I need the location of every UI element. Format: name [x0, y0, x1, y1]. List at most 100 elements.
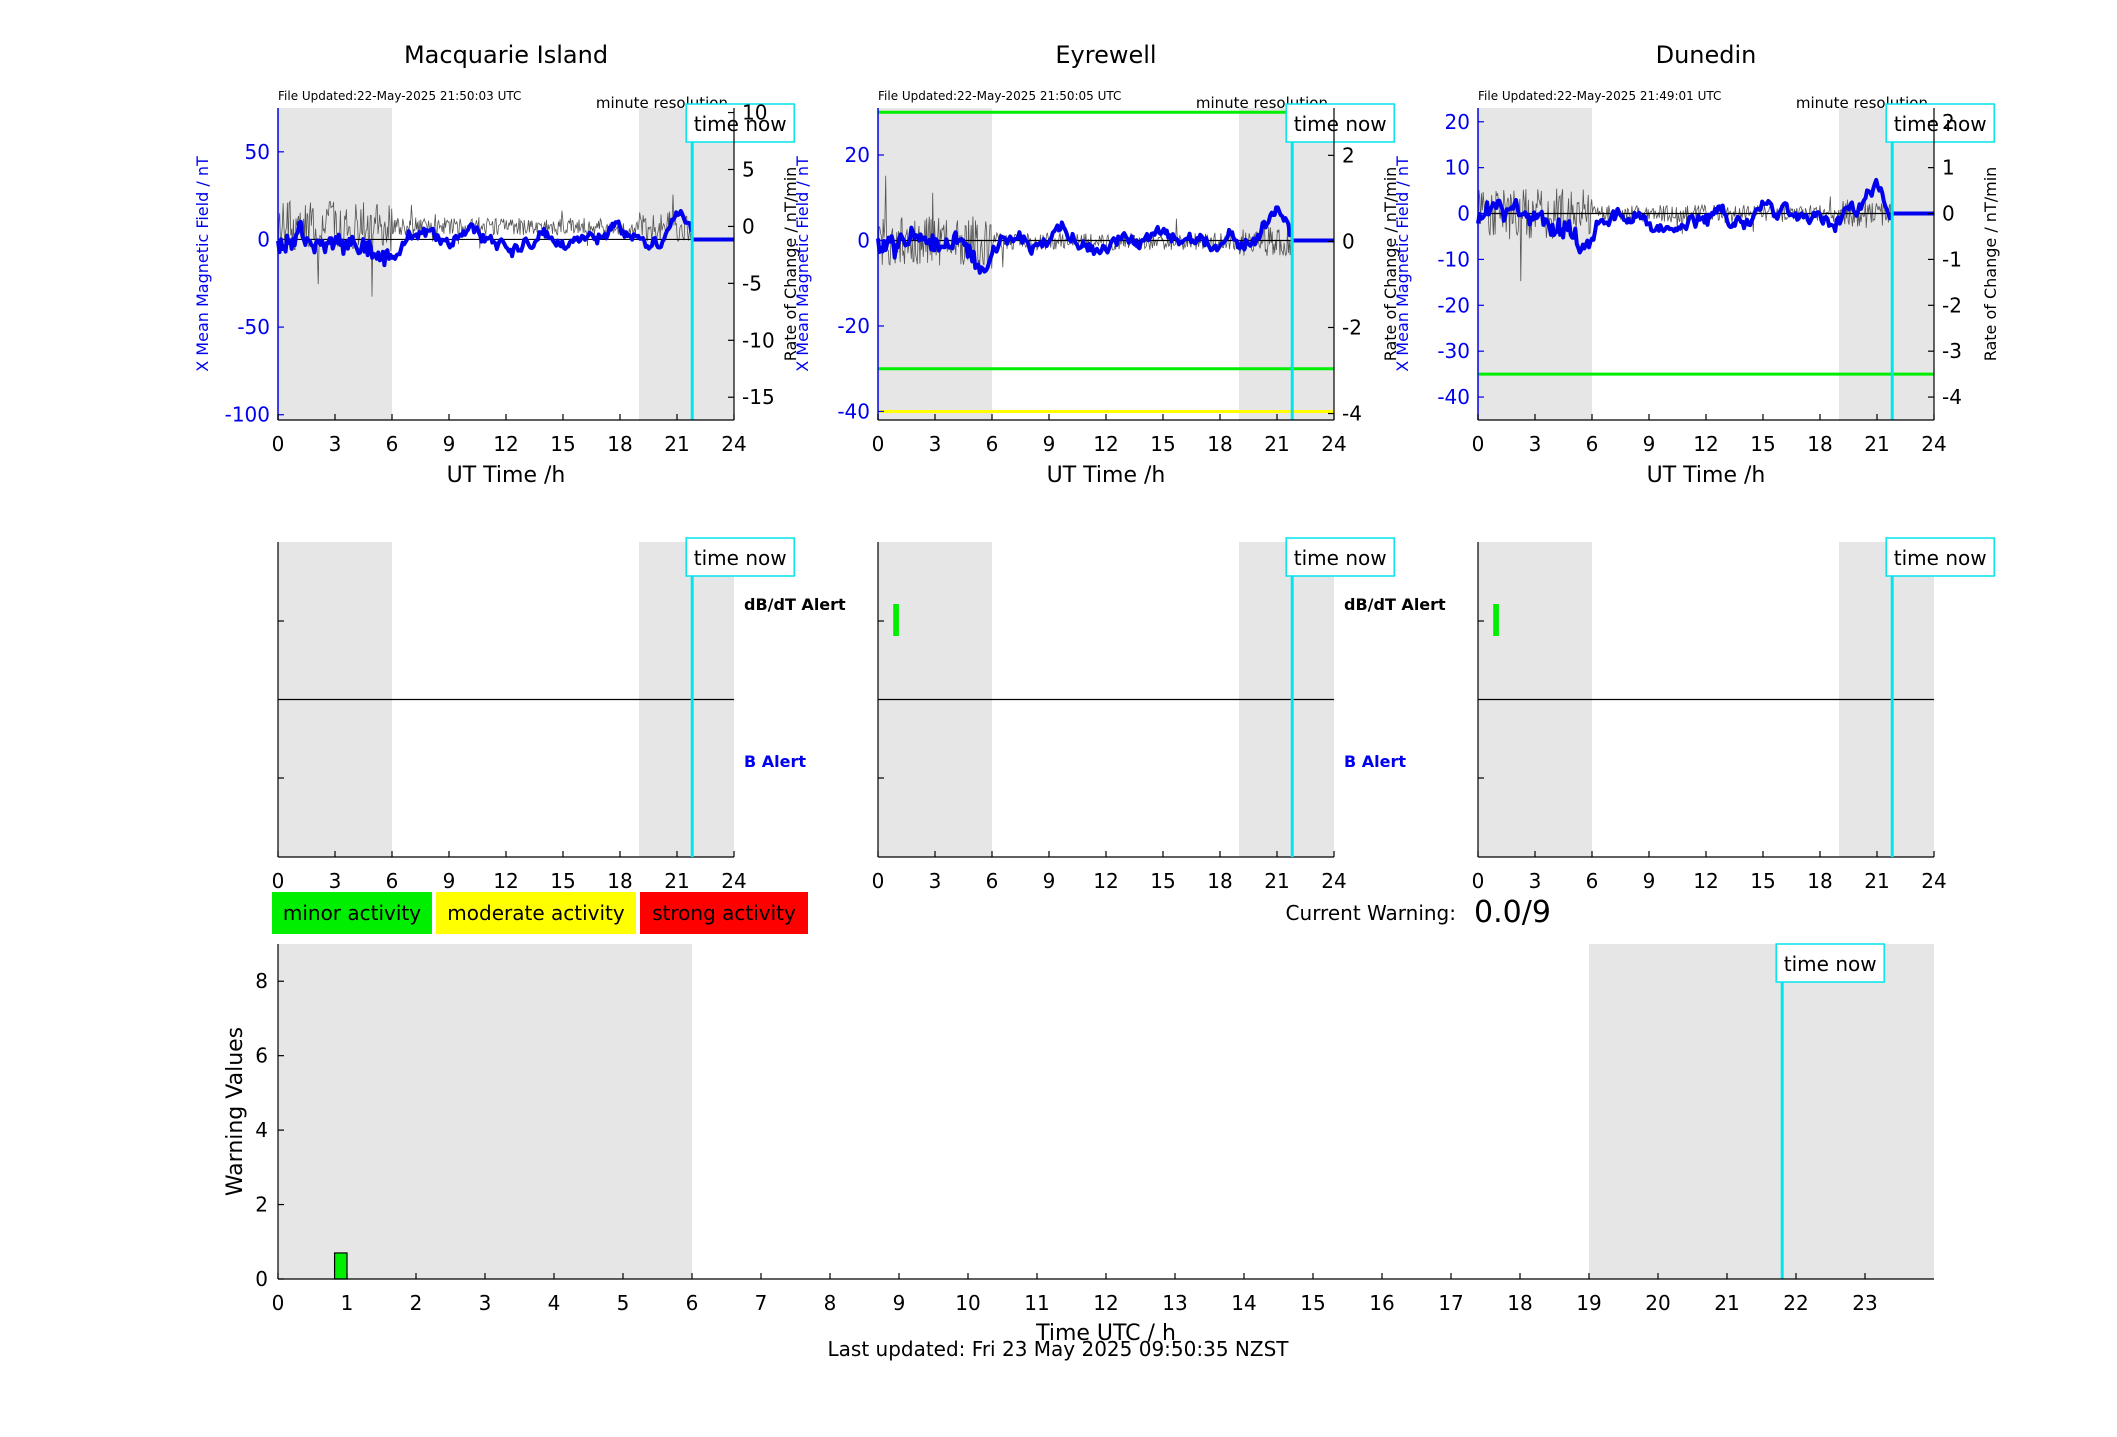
station-title: Dunedin [1656, 41, 1757, 69]
x-tick-label: 21 [1864, 432, 1889, 456]
station-panel: Macquarie Island File Updated:22-May-2025… [193, 41, 800, 488]
left-tick-label: -20 [837, 314, 870, 338]
x-tick-label: 9 [443, 432, 456, 456]
x-tick-label: 24 [1321, 869, 1346, 893]
x-tick-label: 3 [929, 869, 942, 893]
x-tick-label: 21 [1864, 869, 1889, 893]
night-band [1839, 108, 1934, 420]
x-tick-label: 12 [493, 432, 518, 456]
time-now-box [1885, 537, 1995, 577]
left-tick-label: -100 [225, 403, 270, 427]
left-axis-label: X Mean Magnetic Field / nT [193, 156, 212, 372]
x-tick-label: 9 [1643, 432, 1656, 456]
time-now-label: time now [1894, 546, 1987, 570]
warning-x-tick-label: 5 [617, 1291, 630, 1315]
night-band [639, 108, 734, 420]
x-tick-label: 24 [1321, 432, 1346, 456]
time-now-box [685, 537, 795, 577]
x-tick-label: 6 [386, 869, 399, 893]
x-tick-label: 24 [1921, 432, 1946, 456]
x-tick-label: 18 [607, 432, 632, 456]
dbdt-alert-label: dB/dT Alert [1344, 595, 1446, 614]
current-warning: Current Warning: 0.0/9 [1286, 895, 1551, 930]
left-tick-label: 0 [857, 228, 870, 252]
x-tick-label: 18 [1807, 869, 1832, 893]
file-updated: File Updated:22-May-2025 21:49:01 UTC [1478, 89, 1721, 103]
left-tick-label: -10 [1437, 247, 1470, 271]
right-axis-label: Rate of Change / nT/min [1981, 167, 2000, 362]
right-tick-label: -2 [1342, 315, 1362, 339]
time-now-box [685, 103, 795, 143]
x-tick-label: 3 [329, 432, 342, 456]
magnetic-field-trace [276, 208, 694, 268]
right-tick-label: -4 [1342, 402, 1362, 426]
x-tick-label: 15 [1150, 869, 1175, 893]
left-axis-label: X Mean Magnetic Field / nT [1393, 156, 1412, 372]
right-tick-label: -2 [1942, 293, 1962, 317]
x-tick-label: 9 [1043, 869, 1056, 893]
magnetic-field-trace [1476, 177, 1893, 255]
legend-label: strong activity [652, 901, 796, 925]
left-tick-label: 50 [245, 140, 270, 164]
night-band [278, 108, 392, 420]
x-tick-label: 12 [493, 869, 518, 893]
x-tick-label: 21 [1264, 432, 1289, 456]
warning-x-tick-label: 22 [1783, 1291, 1808, 1315]
warning-x-tick-label: 3 [479, 1291, 492, 1315]
last-updated: Last updated: Fri 23 May 2025 09:50:35 N… [828, 1337, 1290, 1361]
dbdt-alert-mark [1493, 604, 1499, 636]
x-axis-label: UT Time /h [447, 463, 566, 488]
x-tick-label: 0 [272, 869, 285, 893]
right-tick-label: -10 [742, 328, 775, 352]
time-now-label: time now [1294, 112, 1387, 136]
x-tick-label: 6 [386, 432, 399, 456]
warning-x-tick-label: 4 [548, 1291, 561, 1315]
right-tick-label: 5 [742, 157, 755, 181]
x-tick-label: 9 [1043, 432, 1056, 456]
legend-label: minor activity [283, 901, 421, 925]
x-tick-label: 3 [1529, 869, 1542, 893]
warning-x-tick-label: 21 [1714, 1291, 1739, 1315]
warning-x-tick-label: 7 [755, 1291, 768, 1315]
time-now-label: time now [1294, 546, 1387, 570]
x-tick-label: 3 [929, 432, 942, 456]
x-tick-label: 15 [1150, 432, 1175, 456]
warning-x-tick-label: 1 [341, 1291, 354, 1315]
legend-swatch [640, 892, 808, 934]
left-tick-label: -20 [1437, 293, 1470, 317]
left-tick-label: -40 [837, 399, 870, 423]
activity-legend: minor activity moderate activity strong ac… [272, 892, 808, 934]
b-alert-label: B Alert [744, 752, 806, 771]
legend-swatch [272, 892, 432, 934]
warning-y-tick-label: 6 [255, 1044, 268, 1068]
x-tick-label: 12 [1693, 432, 1718, 456]
x-tick-label: 12 [1693, 869, 1718, 893]
x-tick-label: 6 [986, 432, 999, 456]
right-tick-label: -5 [742, 271, 762, 295]
right-tick-label: -15 [742, 385, 775, 409]
left-tick-label: 0 [1457, 202, 1470, 226]
current-warning-label: Current Warning: [1286, 901, 1456, 925]
warning-x-tick-label: 12 [1093, 1291, 1118, 1315]
warning-y-tick-label: 0 [255, 1267, 268, 1291]
warning-x-tick-label: 20 [1645, 1291, 1670, 1315]
right-tick-label: -1 [1942, 247, 1962, 271]
warning-x-tick-label: 10 [955, 1291, 980, 1315]
night-band [1478, 108, 1592, 420]
night-band [1589, 944, 1934, 1279]
warning-x-tick-label: 11 [1024, 1291, 1049, 1315]
x-tick-label: 24 [1921, 869, 1946, 893]
time-now-label: time now [694, 546, 787, 570]
warning-bar [333, 1252, 348, 1280]
alert-panel: time now 0 3 6 9 12 15 18 21 24 dB/dT Alert B Alert [272, 537, 846, 893]
right-tick-label: 10 [742, 101, 767, 125]
warning-x-tick-label: 2 [410, 1291, 423, 1315]
time-now-box [1285, 103, 1395, 143]
b-alert-label: B Alert [1344, 752, 1406, 771]
top-panels: Macquarie Island File Updated:22-May-2025… [193, 41, 2000, 488]
right-tick-label: 0 [1342, 229, 1355, 253]
x-tick-label: 21 [664, 432, 689, 456]
x-tick-label: 12 [1093, 869, 1118, 893]
alert-panel: time now 0 3 6 9 12 15 18 21 24 dB/dT Alert B Alert [872, 537, 1446, 893]
